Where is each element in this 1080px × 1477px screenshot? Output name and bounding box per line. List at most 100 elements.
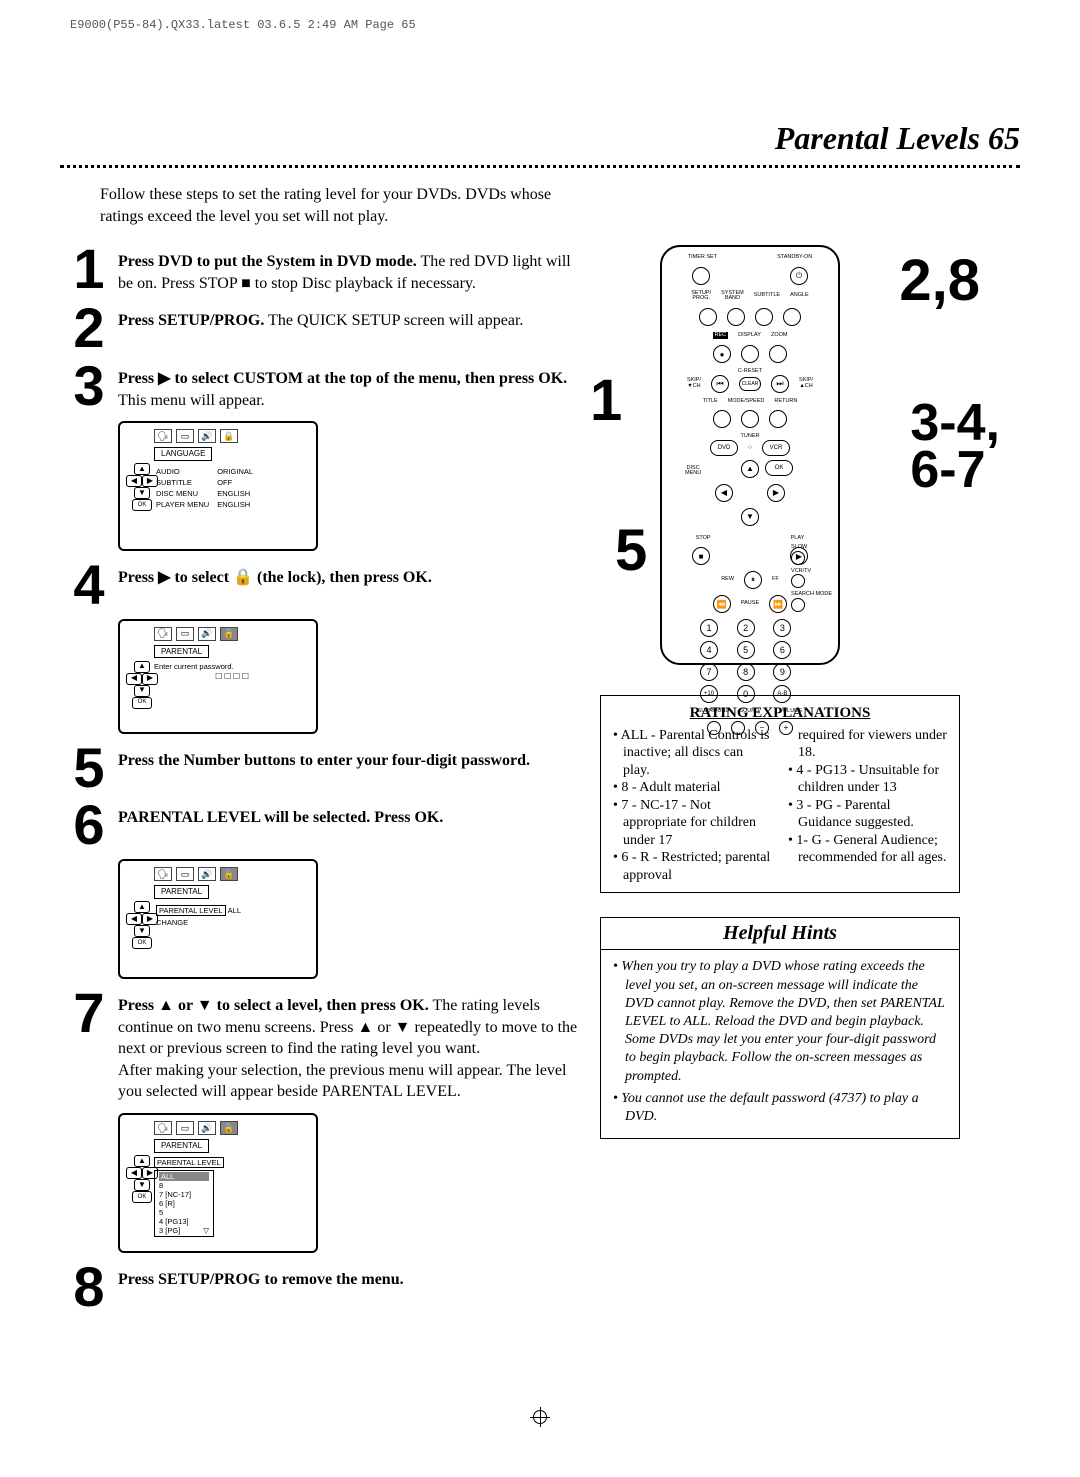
row-val: ENGLISH [217, 500, 259, 509]
vol-up-button[interactable]: + [779, 721, 793, 735]
angle-button[interactable] [783, 308, 801, 326]
stop-button[interactable]: ■ [692, 547, 710, 565]
step-bold: Press ▲ or ▼ to select a level, then pre… [118, 997, 429, 1014]
step-rest: This menu will appear. [118, 392, 265, 409]
pause-button[interactable]: ⏸ [744, 571, 762, 589]
step-bold: Press DVD to put the System in DVD mode. [118, 253, 417, 270]
title-button[interactable] [713, 410, 731, 428]
step-bold: Press ▶ to select 🔒 (the lock), then pre… [118, 569, 432, 586]
step-number: 4 [60, 561, 118, 609]
row-val: OFF [217, 478, 259, 487]
system-button[interactable] [727, 308, 745, 326]
list-item: 6 [R] [159, 1199, 209, 1208]
lbl: DISPLAY [738, 333, 761, 339]
sub-label: PARENTAL LEVEL [154, 1157, 224, 1168]
lbl: MODE/SPEED [728, 399, 765, 405]
list-item: 8 [159, 1181, 209, 1190]
rating-item: • 6 - R - Restricted; parental approval [623, 849, 772, 884]
rew-button[interactable]: ⏪ [713, 595, 731, 613]
display-button[interactable] [741, 345, 759, 363]
lbl: SETUP/ PROG. [691, 291, 711, 302]
list-item: ALL [159, 1172, 209, 1181]
down-button[interactable]: ▼ [741, 508, 759, 526]
rec-button[interactable]: ● [713, 345, 731, 363]
step-8: 8 Press SETUP/PROG to remove the menu. [60, 1263, 580, 1311]
remote-diagram: 2,8 1 3-4, 6-7 5 TIMER SETSTANDBY-ON ⏻ S… [600, 245, 960, 675]
step-5: 5 Press the Number buttons to enter your… [60, 744, 580, 792]
callout-5: 5 [615, 525, 647, 577]
row-key: PARENTAL LEVEL [156, 905, 226, 916]
key-4[interactable]: 4 [700, 641, 718, 659]
screen-icon: ▭ [176, 1121, 194, 1135]
right-button[interactable]: ▶ [767, 484, 785, 502]
key-ab[interactable]: A-B [773, 685, 791, 703]
screen-icon: ▭ [176, 429, 194, 443]
lang-icon: 🗣 [154, 867, 172, 881]
audio-icon: 🔊 [198, 867, 216, 881]
slow-button[interactable] [791, 551, 805, 565]
ff-button[interactable]: ⏩ [769, 595, 787, 613]
key-9[interactable]: 9 [773, 663, 791, 681]
lock-icon: 🔒 [220, 867, 238, 881]
key-7[interactable]: 7 [700, 663, 718, 681]
rating-item: • 1- G - General Audience; recommended f… [798, 832, 947, 867]
key-8[interactable]: 8 [737, 663, 755, 681]
timer-button[interactable] [692, 267, 710, 285]
sound-button[interactable] [731, 721, 745, 735]
screen-label: LANGUAGE [154, 447, 212, 461]
key-6[interactable]: 6 [773, 641, 791, 659]
surround-button[interactable] [707, 721, 721, 735]
vcr-button[interactable]: VCR [762, 440, 790, 456]
hint-item: • When you try to play a DVD whose ratin… [613, 958, 947, 1085]
left-button[interactable]: ◀ [715, 484, 733, 502]
lbl: TITLE [703, 399, 718, 405]
skip-fwd-button[interactable]: ⏭ [771, 375, 789, 393]
setup-button[interactable] [699, 308, 717, 326]
list-item: 3 [PG] [159, 1226, 180, 1235]
key-3[interactable]: 3 [773, 619, 791, 637]
vol-down-button[interactable]: − [755, 721, 769, 735]
lbl: REW [721, 577, 734, 583]
lbl: FF [772, 577, 779, 583]
hints-box: Helpful Hints • When you try to play a D… [600, 917, 960, 1139]
screen-label: PARENTAL [154, 885, 209, 899]
step-6: 6 PARENTAL LEVEL will be selected. Press… [60, 801, 580, 849]
lbl: STOP [696, 536, 711, 542]
ok-button[interactable]: OK [765, 460, 793, 476]
up-button[interactable]: ▲ [741, 460, 759, 478]
standby-button[interactable]: ⏻ [790, 267, 808, 285]
lbl: SURROUND [698, 709, 730, 715]
mode-button[interactable] [741, 410, 759, 428]
lbl: ANGLE [790, 293, 809, 299]
step-3: 3 Press ▶ to select CUSTOM at the top of… [60, 362, 580, 411]
row-val: ORIGINAL [217, 467, 259, 476]
row-val: ENGLISH [217, 489, 259, 498]
step-bold: PARENTAL LEVEL will be selected. Press O… [118, 809, 443, 826]
screen-label: PARENTAL [154, 645, 209, 659]
screen-icon: ▭ [176, 867, 194, 881]
key-5[interactable]: 5 [737, 641, 755, 659]
nav-cross-icon: ▲ ◀▶ ▼ OK [126, 901, 158, 949]
key-0[interactable]: 0 [737, 685, 755, 703]
step-bold: Press SETUP/PROG. [118, 312, 264, 329]
lang-icon: 🗣 [154, 1121, 172, 1135]
nav-cross-icon: ▲ ◀▶ ▼ OK [126, 661, 158, 709]
callout-28: 2,8 [899, 255, 980, 307]
zoom-button[interactable] [769, 345, 787, 363]
lbl: DISC MENU [685, 466, 701, 477]
step-bold: Press ▶ to select CUSTOM at the top of t… [118, 370, 567, 387]
pwd-boxes: □ □ □ □ [154, 671, 310, 683]
search-button[interactable] [791, 598, 805, 612]
key-plus10[interactable]: +10 [700, 685, 718, 703]
key-2[interactable]: 2 [737, 619, 755, 637]
skip-back-button[interactable]: ⏮ [711, 375, 729, 393]
subtitle-button[interactable] [755, 308, 773, 326]
vcrtv-button[interactable] [791, 574, 805, 588]
clear-button[interactable]: CLEAR [739, 377, 761, 391]
return-button[interactable] [769, 410, 787, 428]
hint-item: • You cannot use the default password (4… [613, 1090, 947, 1126]
step-bold: Press SETUP/PROG to remove the menu. [118, 1271, 404, 1288]
dvd-button[interactable]: DVD [710, 440, 738, 456]
key-1[interactable]: 1 [700, 619, 718, 637]
lbl: REC [713, 332, 729, 340]
